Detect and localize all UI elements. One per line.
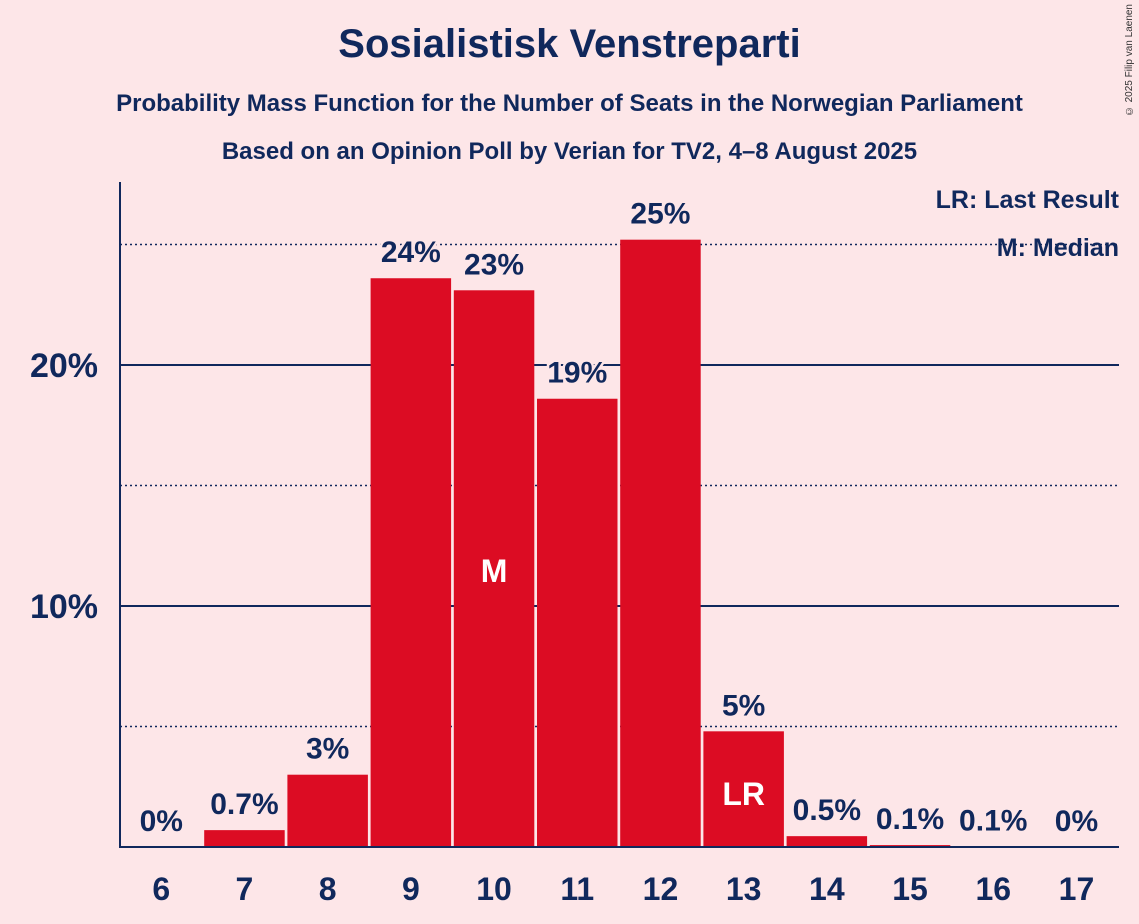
data-label: 5% [722,689,765,722]
x-tick-label: 8 [319,871,337,907]
last-result-marker: LR [722,776,765,812]
x-tick-label: 16 [975,871,1011,907]
bar-12 [620,239,701,847]
x-tick-label: 9 [402,871,420,907]
x-tick-label: 17 [1059,871,1095,907]
x-tick-label: 15 [892,871,928,907]
chart-subtitle-source: Based on an Opinion Poll by Verian for T… [221,138,918,165]
data-label: 0.5% [793,794,861,827]
data-label: 19% [547,357,607,390]
x-tick-label: 13 [726,871,762,907]
data-label: 3% [306,733,349,766]
x-tick-label: 6 [152,871,170,907]
data-label: 0.7% [210,788,278,821]
y-tick-label: 20% [30,347,98,385]
data-label: 0% [1055,805,1098,838]
data-label: 0.1% [959,804,1027,837]
x-tick-label: 12 [643,871,679,907]
x-tick-label: 10 [476,871,512,907]
x-tick-label: 7 [236,871,254,907]
bar-7 [204,830,285,847]
x-tick-label: 11 [560,871,594,907]
chart-subtitle: Probability Mass Function for the Number… [116,90,1023,117]
legend-median: M: Median [996,234,1119,262]
median-marker: M [481,553,508,589]
legend-last-result: LR: Last Result [935,186,1119,214]
bar-14 [786,836,868,847]
bar-11 [537,398,618,847]
chart-title: Sosialistisk Venstreparti [338,22,801,66]
bar-8 [287,774,368,847]
data-label: 25% [630,198,690,231]
data-label: 0% [140,805,183,838]
data-label: 23% [464,248,524,281]
data-label: 24% [381,236,441,269]
x-tick-label: 14 [809,871,845,907]
bar-13 [703,731,784,847]
y-tick-label: 10% [30,588,98,626]
bar-10 [453,290,535,847]
data-label: 0.1% [876,803,944,836]
bar-9 [370,278,452,847]
